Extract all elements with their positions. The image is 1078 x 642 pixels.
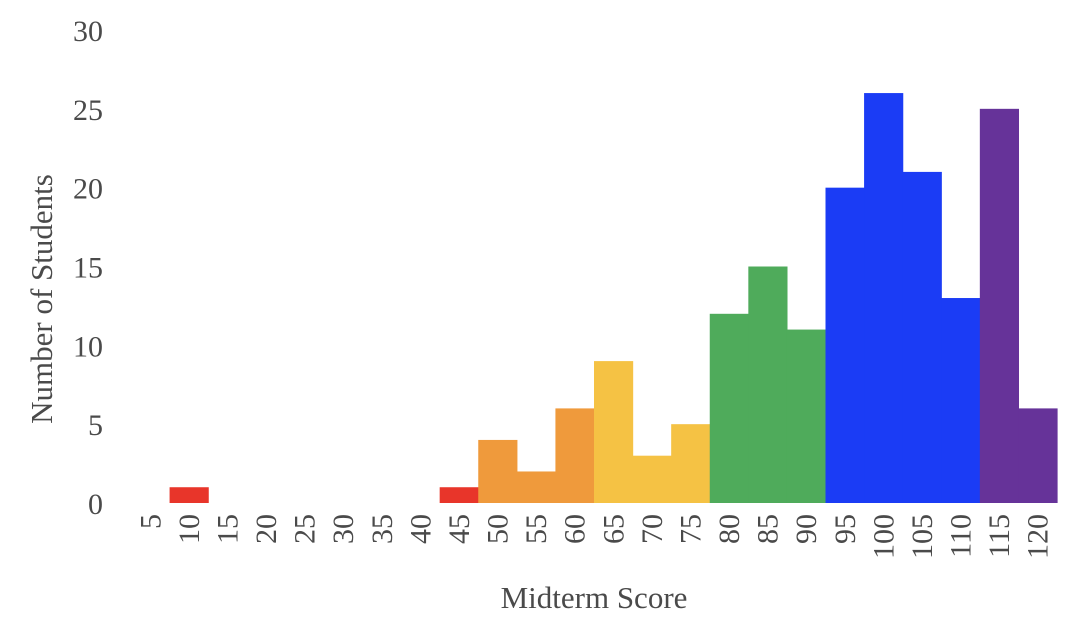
y-tick-label: 20 xyxy=(73,173,103,206)
x-tick-label: 45 xyxy=(443,514,476,544)
x-tick-label: 90 xyxy=(790,514,823,544)
bar-10 xyxy=(169,487,209,503)
bar-55 xyxy=(516,471,557,503)
x-tick-label: 100 xyxy=(867,514,900,559)
x-tick-label: 25 xyxy=(289,514,322,544)
x-tick-label: 85 xyxy=(752,514,785,544)
bars-layer xyxy=(169,93,1058,504)
x-tick-label: 75 xyxy=(674,514,707,544)
x-axis-title: Midterm Score xyxy=(501,580,688,615)
y-tick-label: 30 xyxy=(73,15,103,48)
y-axis-ticks: 0 5 10 15 20 25 30 xyxy=(73,15,103,521)
y-tick-label: 15 xyxy=(73,252,103,285)
bar-80 xyxy=(709,313,749,503)
bar-50 xyxy=(478,439,518,503)
x-axis-ticks: 5 10 15 20 25 30 35 40 45 50 55 60 65 70 75 80 85 90 95 100… xyxy=(134,514,1054,559)
x-tick-label: 95 xyxy=(829,514,862,544)
bar-110 xyxy=(941,298,981,503)
y-tick-label: 25 xyxy=(73,94,103,127)
x-tick-label: 35 xyxy=(366,514,399,544)
x-tick-label: 120 xyxy=(1022,514,1055,559)
x-tick-label: 80 xyxy=(713,514,746,544)
bar-65 xyxy=(594,361,634,503)
x-tick-label: 70 xyxy=(636,514,669,544)
bar-115 xyxy=(979,108,1020,503)
bar-45 xyxy=(439,487,479,503)
bar-75 xyxy=(671,424,711,503)
bar-70 xyxy=(632,455,672,503)
bar-120 xyxy=(1018,408,1058,503)
x-tick-label: 65 xyxy=(597,514,630,544)
x-tick-label: 110 xyxy=(945,514,978,558)
bar-100 xyxy=(864,93,904,503)
y-tick-label: 0 xyxy=(88,488,103,521)
x-tick-label: 40 xyxy=(404,514,437,544)
bar-60 xyxy=(555,408,595,503)
bar-105 xyxy=(902,171,942,503)
x-tick-label: 5 xyxy=(134,514,167,529)
x-tick-label: 15 xyxy=(211,514,244,544)
x-tick-label: 60 xyxy=(559,514,592,544)
bar-90 xyxy=(786,329,827,503)
x-tick-label: 30 xyxy=(327,514,360,544)
x-tick-label: 10 xyxy=(173,514,206,544)
x-tick-label: 20 xyxy=(250,514,283,544)
x-tick-label: 105 xyxy=(906,514,939,559)
x-tick-label: 50 xyxy=(482,514,515,544)
bar-95 xyxy=(825,187,865,504)
y-tick-label: 10 xyxy=(73,330,103,363)
x-tick-label: 55 xyxy=(520,514,553,544)
bar-85 xyxy=(748,266,788,503)
y-axis-title: Number of Students xyxy=(24,174,59,424)
y-tick-label: 5 xyxy=(88,409,103,442)
x-tick-label: 115 xyxy=(983,514,1016,558)
